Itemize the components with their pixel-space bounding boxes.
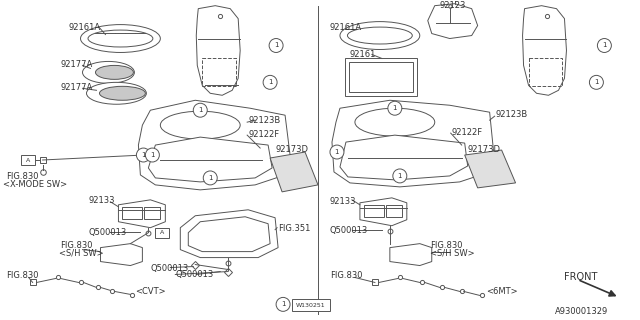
Bar bbox=[292, 300, 330, 311]
Bar bbox=[202, 59, 236, 86]
Text: A: A bbox=[160, 230, 164, 235]
Polygon shape bbox=[340, 135, 468, 180]
Text: FIG.830: FIG.830 bbox=[6, 270, 38, 279]
Text: 92133: 92133 bbox=[330, 197, 356, 206]
Text: 92177A: 92177A bbox=[61, 60, 93, 69]
Text: FIG.351: FIG.351 bbox=[278, 224, 310, 233]
Text: 92123B: 92123B bbox=[495, 110, 528, 119]
Bar bbox=[145, 207, 161, 219]
Text: 92133: 92133 bbox=[88, 196, 115, 205]
Text: 1: 1 bbox=[335, 149, 339, 155]
Text: FIG.830: FIG.830 bbox=[61, 241, 93, 250]
Polygon shape bbox=[390, 244, 432, 266]
Polygon shape bbox=[100, 244, 142, 266]
Text: Q500013: Q500013 bbox=[88, 228, 127, 237]
Bar bbox=[122, 207, 142, 219]
Text: 92161A: 92161A bbox=[330, 23, 362, 32]
Text: 1: 1 bbox=[208, 175, 212, 181]
Text: FRONT: FRONT bbox=[564, 271, 598, 282]
Text: FIG.830: FIG.830 bbox=[6, 172, 38, 181]
Text: 1: 1 bbox=[392, 105, 397, 111]
Polygon shape bbox=[196, 6, 240, 95]
Bar bbox=[20, 155, 35, 165]
Circle shape bbox=[589, 76, 604, 89]
Text: 92122F: 92122F bbox=[452, 128, 483, 137]
Text: 92161: 92161 bbox=[350, 51, 376, 60]
Ellipse shape bbox=[83, 61, 134, 83]
Circle shape bbox=[388, 101, 402, 115]
Ellipse shape bbox=[355, 108, 435, 136]
Text: FIG.830: FIG.830 bbox=[430, 241, 462, 250]
Text: 92123B: 92123B bbox=[248, 116, 280, 125]
Ellipse shape bbox=[95, 65, 133, 79]
Text: 1: 1 bbox=[274, 43, 278, 49]
Text: <S/H SW>: <S/H SW> bbox=[59, 249, 103, 258]
Ellipse shape bbox=[161, 111, 240, 139]
Text: <6MT>: <6MT> bbox=[486, 287, 517, 296]
Circle shape bbox=[597, 38, 611, 52]
Polygon shape bbox=[188, 217, 270, 252]
Circle shape bbox=[145, 148, 159, 162]
Text: 1: 1 bbox=[150, 152, 155, 158]
Text: 1: 1 bbox=[281, 301, 285, 308]
Text: <S/H SW>: <S/H SW> bbox=[430, 249, 474, 258]
Text: 1: 1 bbox=[602, 43, 607, 49]
Polygon shape bbox=[148, 137, 272, 182]
Text: Q500013: Q500013 bbox=[175, 269, 214, 278]
Text: Q500013: Q500013 bbox=[150, 264, 189, 273]
Bar bbox=[386, 205, 402, 217]
Text: 1: 1 bbox=[141, 152, 146, 158]
Polygon shape bbox=[465, 150, 516, 188]
Text: 92161A: 92161A bbox=[68, 23, 100, 32]
Bar bbox=[345, 59, 417, 96]
Bar bbox=[529, 59, 563, 86]
Polygon shape bbox=[180, 210, 278, 258]
Text: 1: 1 bbox=[594, 79, 598, 85]
Text: 92173D: 92173D bbox=[275, 145, 308, 154]
Polygon shape bbox=[270, 152, 318, 192]
Circle shape bbox=[263, 76, 277, 89]
Text: 1: 1 bbox=[268, 79, 273, 85]
Text: W130251: W130251 bbox=[296, 303, 326, 308]
Text: 92173D: 92173D bbox=[468, 145, 500, 154]
Circle shape bbox=[269, 38, 283, 52]
Polygon shape bbox=[118, 200, 165, 228]
Polygon shape bbox=[360, 198, 407, 226]
Circle shape bbox=[330, 145, 344, 159]
Circle shape bbox=[276, 297, 290, 311]
Bar bbox=[364, 205, 384, 217]
Ellipse shape bbox=[340, 22, 420, 50]
Text: A930001329: A930001329 bbox=[554, 307, 608, 316]
Circle shape bbox=[136, 148, 150, 162]
Ellipse shape bbox=[86, 82, 147, 104]
Circle shape bbox=[393, 169, 407, 183]
Bar bbox=[349, 62, 413, 92]
Polygon shape bbox=[428, 4, 477, 38]
Ellipse shape bbox=[81, 25, 161, 52]
Circle shape bbox=[193, 103, 207, 117]
Text: <X-MODE SW>: <X-MODE SW> bbox=[3, 180, 67, 189]
Text: 1: 1 bbox=[397, 173, 402, 179]
Text: 92177A: 92177A bbox=[61, 83, 93, 92]
Text: 92122F: 92122F bbox=[248, 130, 279, 139]
Polygon shape bbox=[138, 100, 290, 190]
Ellipse shape bbox=[99, 86, 145, 100]
Ellipse shape bbox=[348, 27, 412, 44]
Text: FIG.830: FIG.830 bbox=[330, 270, 362, 279]
Ellipse shape bbox=[88, 30, 153, 47]
Text: A: A bbox=[26, 157, 30, 163]
Polygon shape bbox=[522, 6, 566, 95]
Text: Q500013: Q500013 bbox=[330, 226, 368, 235]
Circle shape bbox=[204, 171, 217, 185]
Text: 1: 1 bbox=[198, 107, 202, 113]
Polygon shape bbox=[332, 100, 493, 187]
Text: 92123: 92123 bbox=[440, 1, 466, 10]
Bar bbox=[156, 228, 170, 238]
Text: <CVT>: <CVT> bbox=[136, 287, 166, 296]
